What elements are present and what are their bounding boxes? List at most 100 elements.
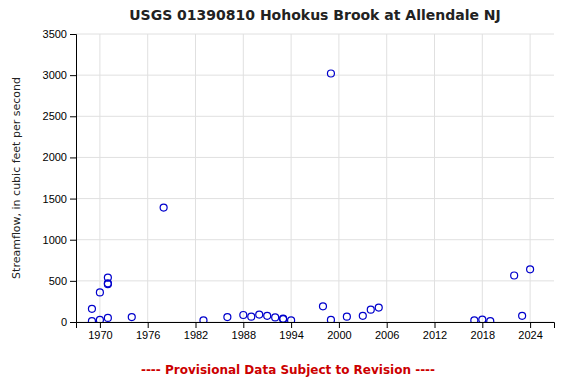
point [519,312,526,319]
y-tick-mark [70,240,76,241]
x-tick-mark [148,322,149,328]
point [511,272,518,279]
x-grid-line [530,34,531,322]
point [327,70,334,77]
x-tick-label: 2000 [327,329,351,341]
y-tick-mark [70,281,76,282]
y-tick-label: 2500 [43,110,67,122]
footer-note: ---- Provisional Data Subject to Revisio… [141,363,435,377]
point [487,318,494,322]
y-tick-mark [70,157,76,158]
y-tick: 1500 [43,193,76,205]
x-tick-mark [243,322,244,328]
x-tick-label: 2024 [518,329,542,341]
point [248,313,255,320]
y-axis-line [70,35,77,323]
x-tick-label: 2018 [471,329,495,341]
x-tick-label: 1988 [232,329,256,341]
x-grid-line [482,34,483,322]
y-grid-line [76,198,554,199]
y-tick-label: 3000 [43,69,67,81]
point [256,311,263,318]
point [160,204,167,211]
y-tick: 500 [49,275,76,287]
point [96,316,103,322]
point [200,317,207,322]
point [88,318,95,322]
plot-area [88,70,533,322]
x-grid-line [243,34,244,322]
y-grid-line [76,280,554,281]
x-tick-mark [387,322,388,328]
x-tick: 1988 [232,322,256,341]
point [471,317,478,322]
y-tick: 2500 [43,110,76,122]
title: USGS 01390810 Hohokus Brook at Allendale… [129,7,501,23]
point [104,280,111,287]
x-tick: 2012 [423,322,447,341]
x-grid-line [338,34,339,322]
point [527,266,534,273]
y-tick-mark [70,322,76,323]
point [88,305,95,312]
x-grid-line [147,34,148,322]
point [224,314,231,321]
y-tick-label: 3500 [43,28,67,40]
x-tick-mark [530,322,531,328]
x-tick-mark [100,322,101,328]
x-tick-label: 1982 [184,329,208,341]
x-axis: 1970 1976 1982 1988 1994 2000 2006 2012 2018 2024 [77,322,555,341]
point [327,316,334,322]
x-tick: 1970 [88,322,112,341]
y-grid-line [76,157,554,158]
y-grid-line [76,116,554,117]
point [343,313,350,320]
y-grid-line [76,34,554,35]
point [96,289,103,296]
y-axis: 0 500 1000 1500 2000 2500 3000 3500 [43,28,77,328]
point [280,316,287,322]
chart: 1970 1976 1982 1988 1994 2000 2006 2012 2018 2024… [0,0,576,384]
point [272,314,279,321]
x-axis-line [77,323,555,329]
x-tick: 1994 [279,322,303,341]
x-tick-mark [196,322,197,328]
y-tick-label: 500 [49,275,67,287]
x-tick: 2018 [471,322,495,341]
x-tick-label: 1970 [88,329,112,341]
x-grid-line [99,34,100,322]
x-tick-label: 1994 [279,329,303,341]
point [359,312,366,319]
x-tick: 2024 [518,322,542,341]
y-grid-line [76,75,554,76]
point [104,281,111,288]
y-tick: 2000 [43,151,76,163]
x-tick-mark [482,322,483,328]
y-axis-title: Streamflow, in cubic feet per second [10,77,23,279]
point [104,274,111,281]
point [288,317,295,322]
y-tick: 0 [61,316,76,328]
y-tick-mark [70,34,76,35]
y-tick: 3500 [43,28,76,40]
x-tick-label: 2012 [423,329,447,341]
point [319,303,326,310]
point [479,316,486,322]
y-tick-label: 1000 [43,234,67,246]
point [104,314,111,321]
point [240,312,247,319]
x-grid-line [291,34,292,322]
y-tick-label: 1500 [43,193,67,205]
point [367,306,374,313]
x-tick-label: 1976 [136,329,160,341]
x-tick: 2000 [327,322,351,341]
x-tick: 1982 [184,322,208,341]
x-tick: 2006 [375,322,399,341]
y-tick: 3000 [43,69,76,81]
x-tick-label: 2006 [375,329,399,341]
y-tick-label: 2000 [43,151,67,163]
point [128,314,135,321]
point [375,304,382,311]
point [264,312,271,319]
point [280,315,287,322]
